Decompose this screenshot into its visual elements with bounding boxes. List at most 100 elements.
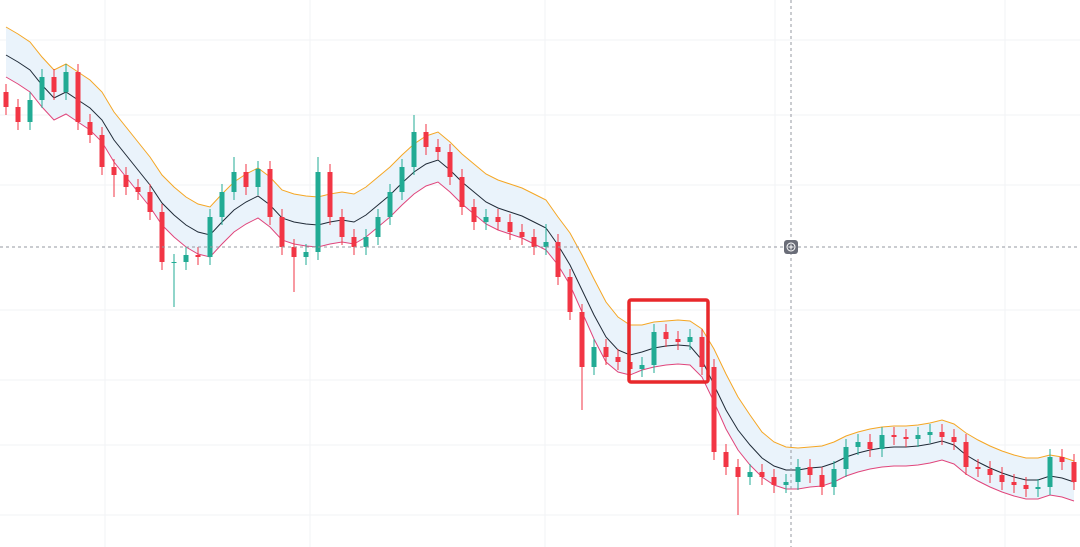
candle-body — [495, 217, 501, 222]
candle-body — [267, 169, 273, 217]
candle-body — [783, 482, 789, 485]
candle-body — [855, 442, 861, 447]
candle-body — [279, 217, 285, 247]
candle-body — [459, 177, 465, 207]
candle-body — [759, 472, 765, 477]
candle-body — [639, 365, 645, 369]
candle-body — [747, 472, 753, 477]
candle-body — [1011, 482, 1017, 485]
candle-body — [531, 237, 537, 247]
candle-body — [195, 255, 201, 257]
candle-body — [159, 212, 165, 262]
candle-body — [363, 237, 369, 247]
band-line — [5, 54, 1075, 483]
candle-body — [999, 475, 1005, 482]
candle-body — [327, 172, 333, 217]
candle-body — [819, 475, 825, 487]
candle-body — [87, 122, 93, 135]
candle-body — [207, 217, 213, 257]
candle-body — [711, 367, 717, 452]
candle-body — [927, 432, 933, 435]
candle-body — [735, 467, 741, 477]
candle-body — [255, 169, 261, 187]
candle-body — [699, 337, 705, 367]
candle-body — [375, 217, 381, 237]
candle-body — [447, 152, 453, 177]
candle-body — [903, 437, 909, 439]
candle-body — [843, 447, 849, 469]
candle-body — [975, 467, 981, 469]
candle-body — [399, 167, 405, 192]
candle-body — [303, 252, 309, 257]
candle-body — [63, 72, 69, 92]
candle-body — [411, 132, 417, 167]
candle-body — [579, 312, 585, 367]
candle-body — [135, 187, 141, 192]
candle-body — [567, 277, 573, 312]
candle-body — [963, 442, 969, 467]
candle-body — [51, 77, 57, 92]
candle-body — [183, 255, 189, 262]
candle-body — [1047, 457, 1053, 487]
candle-body — [15, 107, 21, 122]
candle-body — [99, 135, 105, 167]
candle-body — [435, 147, 441, 152]
candle-body — [879, 435, 885, 449]
candle-body — [891, 435, 897, 437]
highlight-box — [627, 298, 710, 384]
candle-body — [1059, 457, 1065, 462]
candle-body — [423, 132, 429, 147]
candle-body — [483, 217, 489, 222]
candle-body — [315, 172, 321, 252]
candle-body — [219, 192, 225, 217]
candle-body — [291, 247, 297, 257]
band-fill — [6, 27, 1074, 501]
candle-body — [723, 452, 729, 467]
candle-body — [771, 477, 777, 485]
candle-body — [603, 347, 609, 357]
candle-body — [675, 339, 681, 342]
candle-body — [519, 232, 525, 237]
candle-body — [651, 332, 657, 365]
crosshair-button-icon — [786, 242, 796, 252]
candle-body — [387, 192, 393, 217]
candle-body — [27, 100, 33, 122]
candle-body — [867, 442, 873, 449]
candle-body — [555, 242, 561, 277]
candle-body — [831, 469, 837, 487]
candle-body — [615, 357, 621, 362]
candle-body — [987, 469, 993, 475]
candle-body — [507, 222, 513, 232]
band-line — [5, 26, 1075, 462]
plot-area — [3, 26, 1077, 515]
candle-body — [351, 237, 357, 247]
candle-body — [807, 467, 813, 475]
candle-body — [1023, 485, 1029, 489]
candle-body — [231, 172, 237, 192]
candle-body — [111, 167, 117, 175]
candle-body — [663, 332, 669, 339]
candle-body — [915, 435, 921, 439]
candle-body — [75, 72, 81, 122]
candle-body — [1071, 462, 1077, 482]
candle-body — [3, 92, 9, 107]
candle-body — [795, 467, 801, 482]
crosshair-button[interactable] — [784, 240, 798, 254]
candle-body — [339, 217, 345, 237]
candle-body — [171, 262, 177, 263]
candle-body — [147, 192, 153, 212]
candle-body — [543, 242, 549, 247]
candle-body — [39, 77, 45, 100]
candle-body — [471, 207, 477, 222]
candle-body — [591, 347, 597, 367]
candle-body — [939, 432, 945, 437]
candle-body — [243, 172, 249, 187]
candle-body — [687, 337, 693, 342]
candle-body — [1035, 487, 1041, 489]
candle-body — [951, 437, 957, 442]
candle-body — [123, 175, 129, 187]
